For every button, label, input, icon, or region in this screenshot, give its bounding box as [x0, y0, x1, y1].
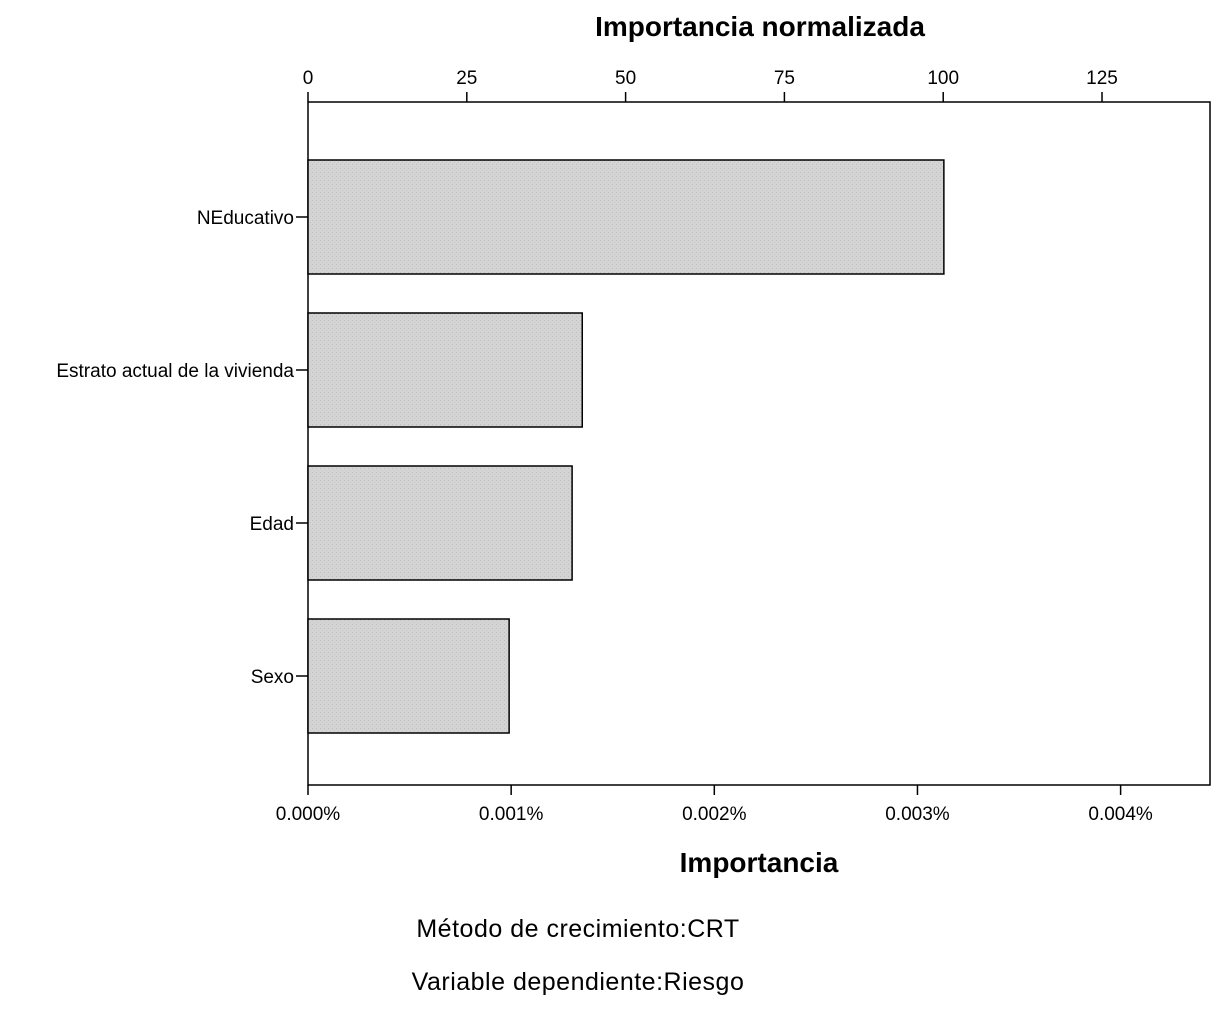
growth-method-note: Método de crecimiento:CRT	[416, 915, 739, 943]
top-axis-title: Importancia normalizada	[595, 11, 925, 42]
bar	[307, 159, 945, 275]
bottom-axis-title: Importancia	[680, 847, 839, 878]
category-label: NEducativo	[197, 208, 294, 229]
top-axis-ticks: 0 25 50 75 100 125	[303, 68, 1118, 102]
dependent-variable-note: Variable dependiente:Riesgo	[412, 968, 745, 996]
top-tick-label: 125	[1086, 68, 1118, 89]
bottom-tick-label: 0.000%	[276, 804, 341, 825]
category-label: Estrato actual de la vivienda	[56, 361, 294, 382]
bar	[307, 465, 573, 581]
category-label: Sexo	[251, 667, 294, 688]
top-tick-label: 100	[927, 68, 959, 89]
bottom-axis-ticks: 0.000% 0.001% 0.002% 0.003% 0.004%	[276, 785, 1153, 825]
bottom-tick-label: 0.002%	[682, 804, 747, 825]
top-tick-label: 75	[774, 68, 795, 89]
bottom-tick-label: 0.001%	[479, 804, 544, 825]
plot-frame	[307, 101, 1211, 786]
category-labels: NEducativo Estrato actual de la vivienda E…	[56, 208, 308, 688]
category-label: Edad	[250, 514, 294, 535]
bottom-tick-label: 0.003%	[885, 804, 950, 825]
top-tick-label: 0	[303, 68, 314, 89]
bar	[307, 618, 510, 734]
bars	[307, 159, 945, 734]
top-tick-label: 25	[456, 68, 477, 89]
top-tick-label: 50	[615, 68, 636, 89]
bottom-tick-label: 0.004%	[1088, 804, 1153, 825]
bar	[307, 312, 584, 428]
